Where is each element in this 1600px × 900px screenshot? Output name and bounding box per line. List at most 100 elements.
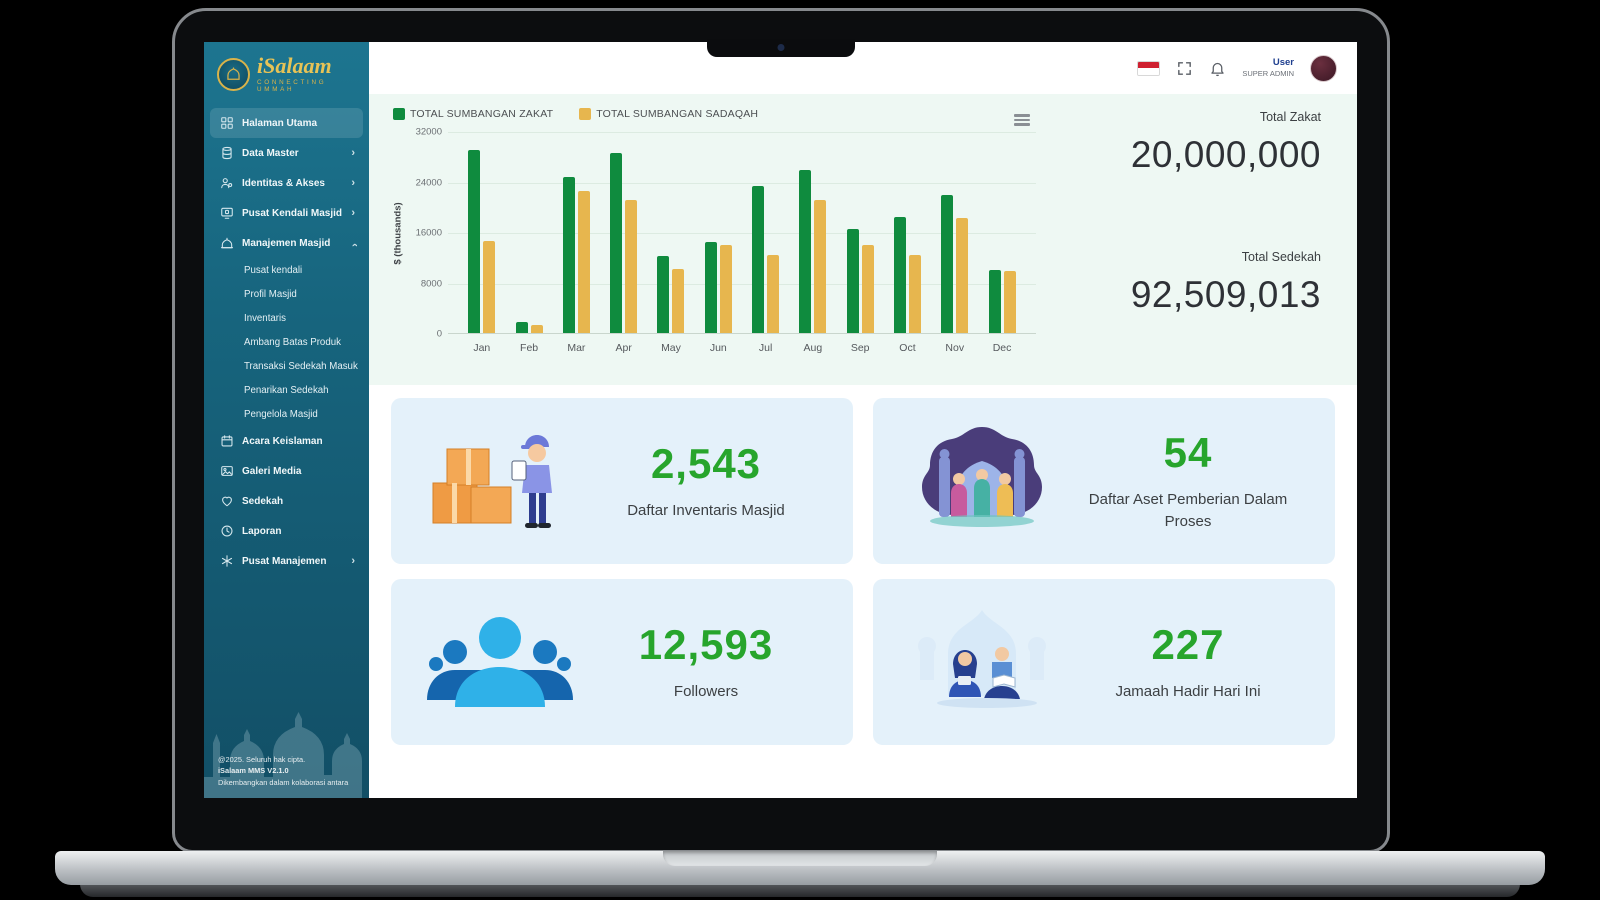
legend-swatch xyxy=(393,108,405,120)
sidebar-item-halaman-utama[interactable]: Halaman Utama xyxy=(210,108,363,138)
chevron-right-icon: › xyxy=(351,177,355,189)
fullscreen-icon[interactable] xyxy=(1176,60,1193,77)
x-axis-label: Oct xyxy=(899,342,916,354)
sidebar-item-sedekah[interactable]: Sedekah xyxy=(204,486,369,516)
copyright-line: @2025. Seluruh hak cipta. xyxy=(218,754,306,764)
sidebar-item-manajemen-masjid[interactable]: Manajemen Masjid › xyxy=(204,228,369,258)
bar-chart-plot: 0 8000 16000 24000 32000 Jan Feb Mar Apr May Jun Ju… xyxy=(416,127,1036,354)
bar-chart: $ (thousands) 0 8000 16000 24000 32000 Jan Feb… xyxy=(391,127,1036,354)
laptop-base xyxy=(55,851,1545,885)
x-axis-label: Nov xyxy=(945,342,965,354)
chevron-up-icon: › xyxy=(349,243,362,247)
sidebar-item-galeri-media[interactable]: Galeri Media xyxy=(204,456,369,486)
bar-total-sumbangan-zakat-jan xyxy=(468,149,481,333)
mosque-watermark-icon xyxy=(204,712,362,798)
chevron-right-icon: › xyxy=(351,555,355,567)
top-header: User SUPER ADMIN xyxy=(369,42,1357,94)
stat-card-jamaah-hadir-hari-ini[interactable]: 227 Jamaah Hadir Hari Ini xyxy=(873,579,1335,745)
sidebar-subitem-inventaris[interactable]: Inventaris xyxy=(244,312,286,324)
bar-total-sumbangan-zakat-apr xyxy=(610,153,623,333)
legend-item-total-sumbangan-zakat[interactable]: TOTAL SUMBANGAN ZAKAT xyxy=(393,108,553,120)
bar-total-sumbangan-sadaqah-sep xyxy=(861,244,874,333)
stat-value: 227 xyxy=(1151,620,1225,668)
chart-legend: TOTAL SUMBANGAN ZAKAT TOTAL SUMBANGAN SAD… xyxy=(391,104,1036,130)
sidebar-item-label: Identitas & Akses xyxy=(242,177,325,189)
sidebar-subitem-pusat-kendali[interactable]: Pusat kendali xyxy=(244,264,303,276)
bar-group-feb: Feb xyxy=(515,132,543,354)
x-axis-label: Sep xyxy=(850,342,870,354)
y-axis-tick: 24000 xyxy=(415,177,442,188)
sidebar-item-pusat-manajemen[interactable]: Pusat Manajemen › xyxy=(204,546,369,576)
notifications-bell-icon[interactable] xyxy=(1209,60,1226,77)
sidebar-item-label: Pusat Kendali Masjid xyxy=(242,207,343,219)
stat-card-daftar-inventaris-masjid[interactable]: 2,543 Daftar Inventaris Masjid xyxy=(391,398,853,564)
sidebar-subitem-profil-masjid[interactable]: Profil Masjid xyxy=(244,288,297,300)
chevron-right-icon: › xyxy=(351,147,355,159)
x-axis-label: May xyxy=(661,342,681,354)
logo-title: iSalaam xyxy=(257,53,332,78)
sidebar-item-label: Halaman Utama xyxy=(242,117,318,129)
laptop-frame: iSalaam CONNECTING UMMAH Halaman Utama Da… xyxy=(172,8,1390,853)
stat-value: 12,593 xyxy=(638,620,774,668)
sidebar-subitem-ambang-batas-produk[interactable]: Ambang Batas Produk xyxy=(244,336,341,348)
legend-swatch xyxy=(579,108,592,120)
stat-value: 2,543 xyxy=(650,439,762,487)
stat-label: Followers xyxy=(673,682,739,700)
stat-value: 54 xyxy=(1163,428,1213,476)
bar-group-oct: Oct xyxy=(893,132,921,354)
stat-label: Daftar Inventaris Masjid xyxy=(627,501,785,519)
chart-menu-icon[interactable] xyxy=(1014,112,1030,128)
bar-total-sumbangan-zakat-jul xyxy=(752,185,765,333)
sidebar-item-label: Laporan xyxy=(242,525,282,537)
y-axis-title: $ (thousands) xyxy=(393,201,404,265)
user-avatar[interactable] xyxy=(1310,54,1337,82)
bar-total-sumbangan-sadaqah-dec xyxy=(1003,271,1016,333)
sidebar-item-label: Galeri Media xyxy=(242,465,302,477)
main-content: User SUPER ADMIN TOTAL SUMBANGAN ZAKAT TO… xyxy=(369,42,1357,798)
screen: iSalaam CONNECTING UMMAH Halaman Utama Da… xyxy=(204,42,1357,798)
sidebar-submenu-manajemen-masjid: Pusat kendali Profil Masjid Inventaris Amba… xyxy=(204,258,369,426)
bar-group-jun: Jun xyxy=(704,132,732,354)
sidebar-item-pusat-kendali-masjid[interactable]: Pusat Kendali Masjid › xyxy=(204,198,369,228)
bar-total-sumbangan-sadaqah-mar xyxy=(577,190,590,333)
y-axis-tick: 16000 xyxy=(415,227,442,239)
sidebar-item-laporan[interactable]: Laporan xyxy=(204,516,369,546)
sidebar-item-label: Pusat Manajemen xyxy=(242,555,327,567)
x-axis-label: Aug xyxy=(803,342,823,354)
x-axis-label: Jul xyxy=(758,342,773,354)
bar-total-sumbangan-zakat-may xyxy=(657,256,670,333)
sidebar-item-data-master[interactable]: Data Master › xyxy=(204,138,369,168)
stat-cards-grid: 2,543 Daftar Inventaris Masjid 54 Daftar As… xyxy=(369,385,1357,745)
sidebar-subitem-transaksi-sedekah-masuk[interactable]: Transaksi Sedekah Masuk xyxy=(244,360,358,372)
user-menu[interactable]: User SUPER ADMIN xyxy=(1242,57,1294,78)
legend-item-total-sumbangan-sadaqah[interactable]: TOTAL SUMBANGAN SADAQAH xyxy=(579,108,758,120)
bar-total-sumbangan-zakat-aug xyxy=(799,170,812,333)
x-axis-label: Apr xyxy=(615,342,632,354)
sidebar-item-identitas-akses[interactable]: Identitas & Akses › xyxy=(204,168,369,198)
isalaam-emblem-icon xyxy=(217,57,250,91)
sidebar-item-label: Manajemen Masjid xyxy=(242,237,331,249)
laptop-base-bottom xyxy=(80,884,1520,897)
sidebar-subitem-pengelola-masjid[interactable]: Pengelola Masjid xyxy=(244,408,318,420)
gridline xyxy=(448,283,1036,285)
bar-group-nov: Nov xyxy=(941,132,969,354)
camera-notch xyxy=(707,39,855,57)
sidebar-item-label: Data Master xyxy=(242,147,299,159)
bar-total-sumbangan-zakat-sep xyxy=(846,228,859,333)
mosque-icon xyxy=(220,236,234,250)
stat-card-daftar-aset-pemberian-dalam-proses[interactable]: 54 Daftar Aset Pemberian Dalam Proses xyxy=(873,398,1335,564)
sidebar-subitem-penarikan-sedekah[interactable]: Penarikan Sedekah xyxy=(244,384,329,396)
asterisk-icon xyxy=(220,554,234,568)
total-sedekah-label: Total Sedekah xyxy=(1241,250,1321,264)
x-axis-label: Dec xyxy=(992,342,1012,354)
y-axis-tick: 32000 xyxy=(415,126,442,138)
app-logo[interactable]: iSalaam CONNECTING UMMAH xyxy=(204,42,369,102)
bar-total-sumbangan-sadaqah-aug xyxy=(814,200,827,333)
bar-group-may: May xyxy=(657,132,685,354)
language-flag-indonesia[interactable] xyxy=(1137,60,1161,76)
sidebar-item-label: Acara Keislaman xyxy=(242,435,323,447)
bar-group-mar: Mar xyxy=(562,132,590,354)
bar-groups: Jan Feb Mar Apr May Jun Jul Aug Sep Oct Nov Dec xyxy=(448,132,1036,354)
sidebar-item-acara-keislaman[interactable]: Acara Keislaman xyxy=(204,426,369,456)
stat-card-followers[interactable]: 12,593 Followers xyxy=(391,579,853,745)
